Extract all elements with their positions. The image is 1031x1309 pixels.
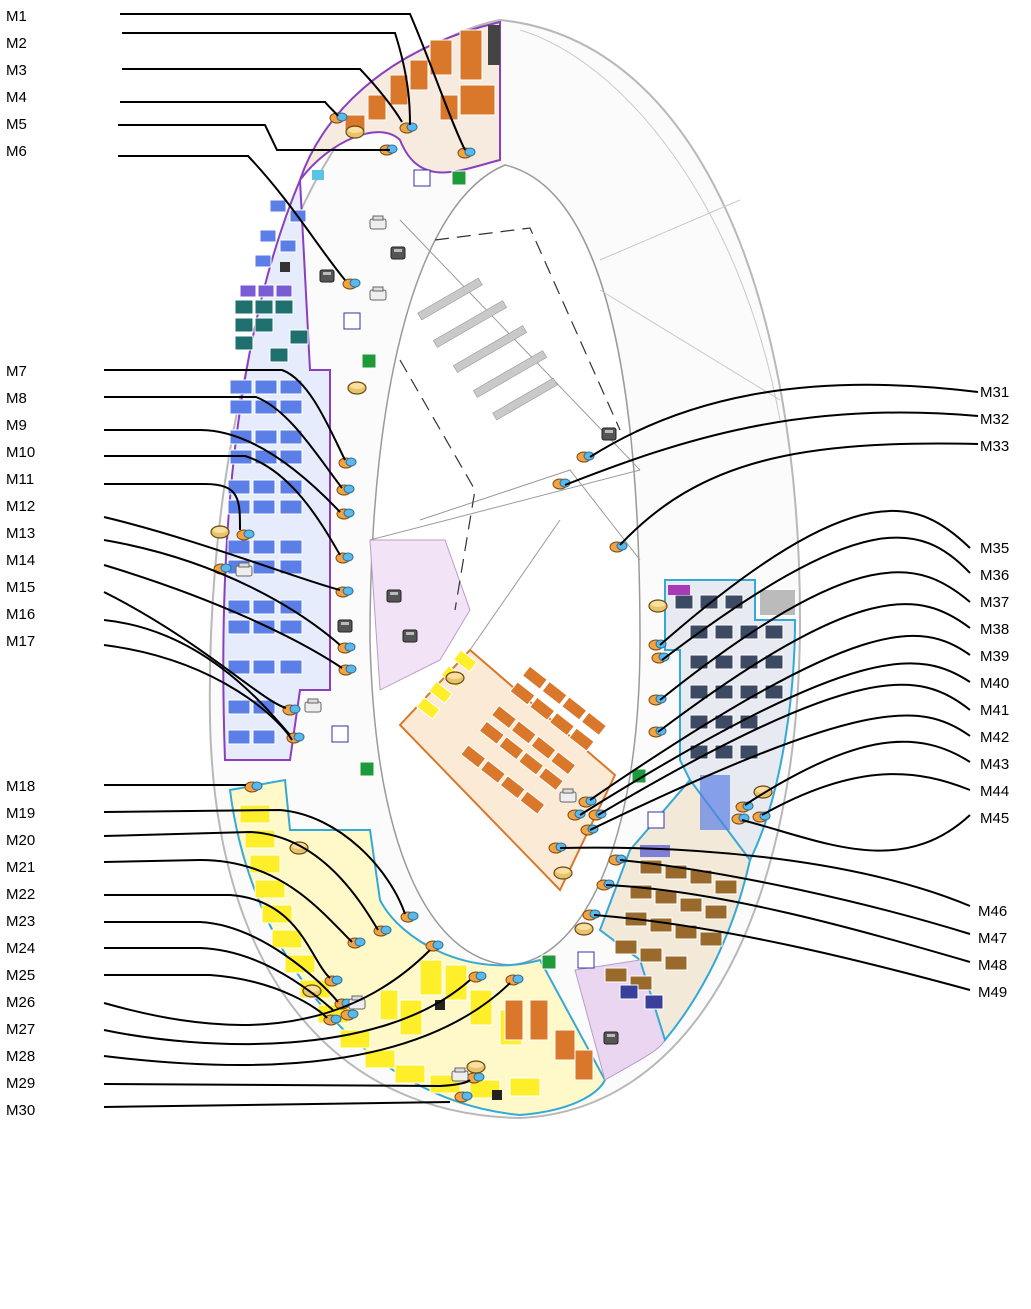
marker-label-m47: M47 [978,930,1008,947]
zone-southeast-brown [598,775,752,1043]
marker-label-m40: M40 [980,675,1010,692]
marker-label-m37: M37 [980,594,1010,611]
leader-lines-left [103,13,511,1108]
marker-label-m44: M44 [980,783,1010,800]
marker-label-m18: M18 [6,778,36,795]
marker-label-m48: M48 [978,957,1008,974]
marker-label-m23: M23 [6,913,36,930]
marker-label-m36: M36 [980,567,1010,584]
marker-label-m28: M28 [6,1048,36,1065]
marker-label-m2: M2 [6,35,27,52]
outer-courtyard [519,29,781,421]
marker-label-m49: M49 [978,984,1008,1001]
marker-label-m3: M3 [6,62,27,79]
marker-label-m8: M8 [6,390,27,407]
marker-label-m31: M31 [980,384,1010,401]
marker-label-m5: M5 [6,116,27,133]
marker-label-m19: M19 [6,805,36,822]
marker-label-m1: M1 [6,8,27,25]
restroom-icons [331,169,665,969]
marker-label-m17: M17 [6,633,36,650]
marker-label-m16: M16 [6,606,36,623]
marker-label-m10: M10 [6,444,36,461]
marker-label-m11: M11 [6,471,35,488]
marker-label-m26: M26 [6,994,36,1011]
central-circulation [369,219,641,651]
marker-label-m33: M33 [980,438,1010,455]
marker-label-m24: M24 [6,940,36,957]
marker-label-m13: M13 [6,525,36,542]
marker-label-m20: M20 [6,832,36,849]
leader-lines-right [559,383,979,991]
marker-label-m9: M9 [6,417,27,434]
marker-label-m29: M29 [6,1075,36,1092]
marker-label-m43: M43 [980,756,1010,773]
marker-label-m15: M15 [6,579,36,596]
marker-label-m25: M25 [6,967,36,984]
marker-label-m38: M38 [980,621,1010,638]
marker-label-m6: M6 [6,143,27,160]
marker-label-m46: M46 [978,903,1008,920]
zone-north-orange [299,20,501,181]
marker-label-m14: M14 [6,552,36,569]
marker-label-m30: M30 [6,1102,36,1119]
marker-label-m7: M7 [6,363,27,380]
central-triangle-rows [417,277,558,421]
marker-label-m39: M39 [980,648,1010,665]
dashed-lines [399,227,621,611]
marker-label-m12: M12 [6,498,36,515]
marker-label-m27: M27 [6,1021,36,1038]
marker-label-m42: M42 [980,729,1010,746]
marker-label-m45: M45 [980,810,1010,827]
marker-label-m4: M4 [6,89,27,106]
emergency-exit-icons [359,170,647,970]
marker-label-m32: M32 [980,411,1010,428]
zone-center-orange [398,648,617,892]
marker-label-m22: M22 [6,886,36,903]
marker-label-m35: M35 [980,540,1010,557]
marker-label-m21: M21 [6,859,36,876]
zone-south-yellow [228,778,607,1117]
marker-label-m41: M41 [980,702,1010,719]
